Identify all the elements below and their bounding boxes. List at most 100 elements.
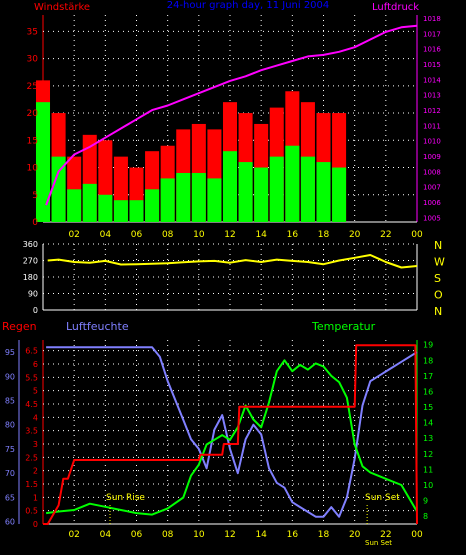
temp-tick-13: 13 bbox=[423, 434, 433, 443]
temp-tick-8: 8 bbox=[423, 512, 428, 521]
humidity-tick-90: 90 bbox=[5, 372, 15, 381]
wind-avg-bar bbox=[238, 162, 253, 222]
wind-avg-bar bbox=[332, 167, 347, 222]
wind-x-tick-02: 02 bbox=[68, 230, 79, 240]
wind-avg-bar bbox=[129, 200, 144, 222]
lower-x-tick-06: 06 bbox=[131, 530, 143, 540]
pressure-tick-1017: 1017 bbox=[423, 30, 441, 38]
rain-tick-3.5: 3.5 bbox=[25, 427, 38, 436]
pressure-tick-1007: 1007 bbox=[423, 184, 441, 192]
wind-title: Windstärke bbox=[34, 2, 90, 13]
rain-tick-5: 5 bbox=[33, 387, 38, 396]
wind-avg-bar bbox=[98, 194, 113, 222]
wind-tick-15: 15 bbox=[27, 136, 38, 146]
wind-avg-bar bbox=[254, 167, 269, 222]
wind-avg-bar bbox=[316, 162, 331, 222]
pressure-tick-1010: 1010 bbox=[423, 138, 441, 146]
lower-x-tick-12: 12 bbox=[224, 530, 235, 540]
pressure-tick-1015: 1015 bbox=[423, 61, 441, 69]
dir-compass-N-4: N bbox=[434, 305, 442, 318]
dir-tick-270: 270 bbox=[23, 257, 38, 266]
rain-tick-2: 2 bbox=[33, 467, 38, 476]
wind-avg-bar bbox=[222, 151, 238, 222]
pressure-tick-1013: 1013 bbox=[423, 92, 441, 100]
humidity-tick-65: 65 bbox=[5, 493, 15, 502]
pressure-line bbox=[45, 24, 418, 206]
wind-avg-bar bbox=[145, 189, 160, 222]
lower-x-tick-18: 18 bbox=[318, 530, 330, 540]
wind-avg-bar bbox=[113, 200, 128, 222]
chart-header: 24-hour graph day, 11 Juni 2004 bbox=[167, 0, 330, 11]
humidity-tick-75: 75 bbox=[5, 445, 15, 454]
wind-x-tick-08: 08 bbox=[162, 230, 174, 240]
sunrise-label: Sun Rise bbox=[106, 493, 145, 503]
wind-x-tick-18: 18 bbox=[318, 230, 330, 240]
humidity-tick-60: 60 bbox=[5, 518, 15, 527]
humidity-tick-95: 95 bbox=[5, 348, 15, 357]
rain-tick-6.5: 6.5 bbox=[25, 347, 38, 356]
wind-x-tick-10: 10 bbox=[193, 230, 205, 240]
wind-tick-25: 25 bbox=[27, 82, 38, 92]
lower-x-tick-04: 04 bbox=[100, 530, 112, 540]
plot-series bbox=[35, 24, 418, 525]
temp-tick-10: 10 bbox=[423, 481, 433, 490]
pressure-tick-1006: 1006 bbox=[423, 199, 441, 207]
wind-avg-bar bbox=[269, 156, 284, 222]
humidity-tick-85: 85 bbox=[5, 397, 15, 406]
wind-direction-line bbox=[47, 254, 418, 269]
wind-tick-5: 5 bbox=[32, 191, 38, 201]
rain-title: Regen bbox=[2, 320, 37, 333]
wind-avg-bar bbox=[300, 156, 315, 222]
wind-avg-bar bbox=[207, 178, 222, 222]
wind-avg-bar bbox=[285, 145, 300, 222]
rain-tick-4.5: 4.5 bbox=[25, 400, 38, 409]
lower-x-tick-20: 20 bbox=[349, 530, 361, 540]
temp-tick-12: 12 bbox=[423, 450, 433, 459]
wind-tick-20: 20 bbox=[27, 109, 39, 119]
rain-tick-5.5: 5.5 bbox=[25, 373, 38, 382]
wind-x-tick-20: 20 bbox=[349, 230, 361, 240]
humidity-tick-80: 80 bbox=[5, 421, 15, 430]
lower-x-tick-16: 16 bbox=[287, 530, 299, 540]
sunset-label: Sun Set bbox=[365, 493, 400, 503]
temp-tick-16: 16 bbox=[423, 387, 433, 396]
dir-tick-90: 90 bbox=[28, 290, 38, 299]
temp-tick-14: 14 bbox=[423, 419, 433, 428]
dir-compass-S-2: S bbox=[434, 272, 441, 285]
wind-avg-bar bbox=[35, 102, 51, 222]
lower-x-tick-02: 02 bbox=[68, 530, 79, 540]
plot-grids bbox=[43, 15, 417, 525]
dir-compass-O-3: O bbox=[434, 289, 443, 302]
rain-tick-4: 4 bbox=[33, 413, 38, 422]
rain-tick-6: 6 bbox=[33, 360, 38, 369]
rain-line bbox=[43, 344, 418, 525]
pressure-tick-1009: 1009 bbox=[423, 153, 441, 161]
dir-tick-360: 360 bbox=[23, 240, 38, 249]
pressure-tick-1012: 1012 bbox=[423, 107, 441, 115]
wind-avg-bar bbox=[176, 172, 191, 222]
rain-tick-1: 1 bbox=[33, 493, 38, 502]
rain-tick-0: 0 bbox=[33, 520, 38, 529]
temp-tick-17: 17 bbox=[423, 372, 433, 381]
wind-avg-bar bbox=[82, 183, 97, 222]
temp-tick-18: 18 bbox=[423, 356, 433, 365]
temperature-title: Temperatur bbox=[311, 320, 376, 333]
lower-x-tick-14: 14 bbox=[255, 530, 267, 540]
temp-tick-15: 15 bbox=[423, 403, 433, 412]
temp-tick-9: 9 bbox=[423, 497, 428, 506]
plot-axes: 0510152025303510051006100710081009101010… bbox=[5, 15, 445, 540]
lower-x-tick-10: 10 bbox=[193, 530, 205, 540]
wind-tick-10: 10 bbox=[27, 164, 39, 174]
lower-x-tick-00: 00 bbox=[411, 530, 423, 540]
lower-x-tick-22: 22 bbox=[380, 530, 391, 540]
rain-tick-2.5: 2.5 bbox=[25, 453, 38, 462]
pressure-tick-1018: 1018 bbox=[423, 15, 441, 23]
wind-avg-bar bbox=[51, 156, 66, 222]
humidity-title: Luftfeuchte bbox=[66, 320, 129, 333]
wind-x-tick-14: 14 bbox=[255, 230, 267, 240]
pressure-tick-1016: 1016 bbox=[423, 46, 441, 54]
dir-compass-N-0: N bbox=[434, 239, 442, 252]
pressure-tick-1011: 1011 bbox=[423, 122, 441, 130]
temp-tick-19: 19 bbox=[423, 341, 433, 350]
